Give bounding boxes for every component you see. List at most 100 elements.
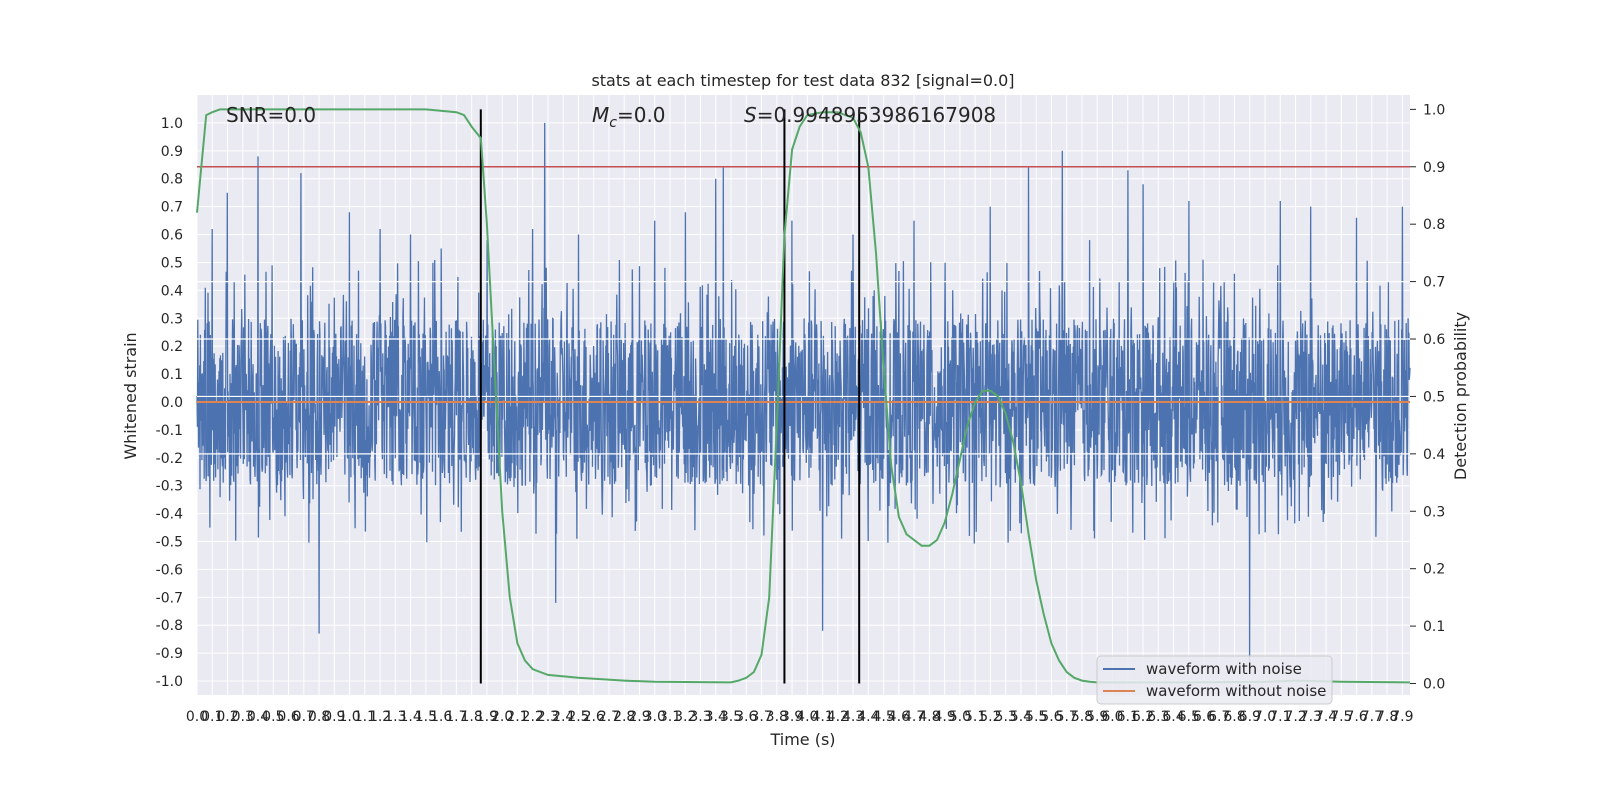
y-tick-label: 0.9 bbox=[161, 144, 183, 160]
x-tick-label: 0.9 bbox=[323, 709, 345, 725]
x-tick-label: 3.6 bbox=[735, 709, 757, 725]
x-tick-label: 6.2 bbox=[1132, 709, 1154, 725]
x-tick-label: 6.7 bbox=[1208, 709, 1230, 725]
y2-axis-label: Detection probability bbox=[1451, 312, 1470, 480]
x-tick-label: 0.0 bbox=[186, 709, 208, 725]
y-tick-label: -1.0 bbox=[156, 674, 183, 690]
s-annotation: S=0.9948953986167908 bbox=[744, 103, 996, 127]
x-tick-label: 7.8 bbox=[1376, 709, 1398, 725]
x-tick-label: 6.5 bbox=[1178, 709, 1200, 725]
y-tick-label: -0.8 bbox=[156, 618, 183, 634]
snr-annotation: SNR=0.0 bbox=[226, 103, 316, 127]
x-tick-label: 3.5 bbox=[720, 709, 742, 725]
x-tick-label: 2.1 bbox=[506, 709, 528, 725]
legend-label-clean: waveform without noise bbox=[1146, 682, 1326, 700]
x-tick-label: 0.3 bbox=[232, 709, 254, 725]
x-tick-label: 2.6 bbox=[583, 709, 605, 725]
y2-tick-label: 0.1 bbox=[1423, 619, 1445, 635]
x-tick-label: 2.4 bbox=[552, 709, 574, 725]
x-tick-label: 2.2 bbox=[522, 709, 544, 725]
x-tick-label: 7.5 bbox=[1330, 709, 1352, 725]
y-tick-label: -0.7 bbox=[156, 590, 183, 606]
x-tick-label: 3.1 bbox=[659, 709, 681, 725]
legend: waveform with noise waveform without noi… bbox=[1096, 655, 1333, 705]
y-tick-label: 0.4 bbox=[161, 283, 183, 299]
x-tick-label: 4.5 bbox=[872, 709, 894, 725]
x-tick-label: 0.7 bbox=[293, 709, 315, 725]
x-tick-label: 7.9 bbox=[1391, 709, 1413, 725]
x-tick-label: 1.7 bbox=[445, 709, 467, 725]
x-tick-label: 4.1 bbox=[811, 709, 833, 725]
x-tick-label: 0.1 bbox=[201, 709, 223, 725]
x-tick-label: 6.1 bbox=[1117, 709, 1139, 725]
x-tick-label: 2.7 bbox=[598, 709, 620, 725]
x-tick-label: 7.4 bbox=[1315, 709, 1337, 725]
mc-annotation: Mc=0.0 bbox=[592, 103, 666, 131]
waveform-with-noise-line bbox=[196, 122, 1411, 662]
y2-tick-label: 0.9 bbox=[1423, 160, 1445, 176]
x-tick-label: 4.8 bbox=[918, 709, 940, 725]
x-tick-label: 3.2 bbox=[674, 709, 696, 725]
x-tick-label: 0.6 bbox=[277, 709, 299, 725]
x-tick-label: 4.3 bbox=[842, 709, 864, 725]
x-tick-label: 6.8 bbox=[1223, 709, 1245, 725]
y-tick-label: 0.0 bbox=[161, 395, 183, 411]
x-tick-label: 7.3 bbox=[1300, 709, 1322, 725]
x-tick-label: 7.0 bbox=[1254, 709, 1276, 725]
x-tick-label: 7.2 bbox=[1284, 709, 1306, 725]
y2-tick-label: 0.5 bbox=[1423, 389, 1445, 405]
x-tick-label: 1.1 bbox=[354, 709, 376, 725]
x-tick-label: 3.9 bbox=[781, 709, 803, 725]
x-tick-label: 5.8 bbox=[1071, 709, 1093, 725]
x-tick-label: 5.3 bbox=[995, 709, 1017, 725]
y-tick-labels: -1.0 -0.9 -0.8 -0.7 -0.6 -0.5 -0.4 -0.3 -0.2 -0.1… bbox=[156, 116, 183, 690]
x-tick-label: 4.0 bbox=[796, 709, 818, 725]
x-tick-label: 3.8 bbox=[766, 709, 788, 725]
y-tick-label: -0.6 bbox=[156, 562, 183, 578]
y-tick-label: 0.5 bbox=[161, 255, 183, 271]
x-tick-label: 4.6 bbox=[888, 709, 910, 725]
y2-tick-label: 1.0 bbox=[1423, 102, 1445, 118]
x-tick-label: 4.4 bbox=[857, 709, 879, 725]
x-tick-label: 3.3 bbox=[689, 709, 711, 725]
y-tick-label: 0.8 bbox=[161, 172, 183, 188]
x-tick-label: 5.7 bbox=[1056, 709, 1078, 725]
x-tick-label: 1.6 bbox=[430, 709, 452, 725]
y-tick-label: -0.5 bbox=[156, 535, 183, 551]
y2-tick-labels: 0.0 0.1 0.2 0.3 0.4 0.5 0.6 0.7 0.8 0.9 1.0 bbox=[1410, 102, 1445, 693]
x-tick-label: 4.7 bbox=[903, 709, 925, 725]
y-tick-label: 0.1 bbox=[161, 367, 183, 383]
y2-tick-label: 0.6 bbox=[1423, 332, 1445, 348]
y-tick-label: -0.4 bbox=[156, 507, 183, 523]
x-axis-label: Time (s) bbox=[769, 730, 835, 749]
x-tick-label: 6.9 bbox=[1239, 709, 1261, 725]
x-tick-label: 5.5 bbox=[1025, 709, 1047, 725]
x-tick-label: 5.9 bbox=[1086, 709, 1108, 725]
x-tick-label: 1.9 bbox=[476, 709, 498, 725]
chart-title: stats at each timestep for test data 832… bbox=[591, 71, 1014, 90]
x-tick-label: 5.0 bbox=[949, 709, 971, 725]
x-tick-label: 7.7 bbox=[1361, 709, 1383, 725]
x-tick-label: 2.8 bbox=[613, 709, 635, 725]
x-tick-label: 0.2 bbox=[216, 709, 238, 725]
series-detection-probability bbox=[196, 108, 1411, 684]
x-tick-label: 6.3 bbox=[1147, 709, 1169, 725]
x-tick-label: 1.3 bbox=[384, 709, 406, 725]
x-tick-label: 2.5 bbox=[567, 709, 589, 725]
y-tick-label: 1.0 bbox=[161, 116, 183, 132]
x-tick-label: 1.2 bbox=[369, 709, 391, 725]
x-tick-label: 6.4 bbox=[1162, 709, 1184, 725]
y2-tick-label: 0.0 bbox=[1423, 677, 1445, 693]
vertical-markers bbox=[479, 109, 861, 684]
x-tick-label: 5.4 bbox=[1010, 709, 1032, 725]
y-tick-label: -0.2 bbox=[156, 451, 183, 467]
x-tick-label: 1.4 bbox=[399, 709, 421, 725]
x-tick-label: 5.2 bbox=[979, 709, 1001, 725]
y-tick-label: 0.2 bbox=[161, 339, 183, 355]
y-tick-label: 0.3 bbox=[161, 311, 183, 327]
y2-tick-label: 0.7 bbox=[1423, 275, 1445, 291]
x-tick-label: 1.5 bbox=[415, 709, 437, 725]
x-tick-label: 1.8 bbox=[461, 709, 483, 725]
x-tick-label: 5.6 bbox=[1040, 709, 1062, 725]
